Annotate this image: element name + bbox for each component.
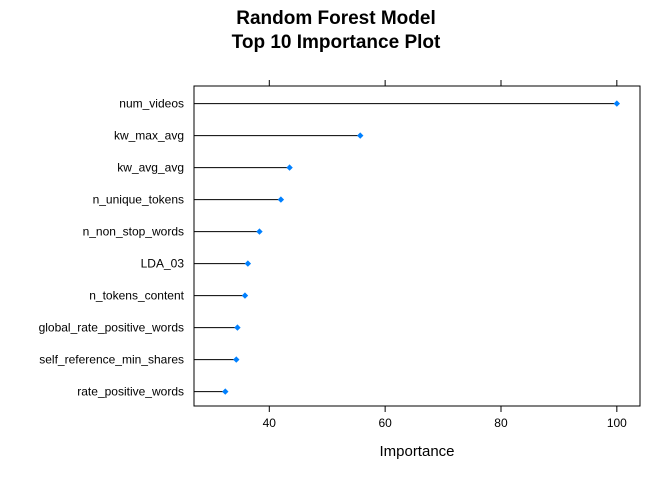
category-label: self_reference_min_shares	[39, 353, 184, 367]
x-axis-ticks: 40 60 80 100	[263, 80, 627, 430]
importance-point	[256, 228, 263, 235]
x-tick-label: 40	[263, 416, 277, 430]
plot-frame	[193, 85, 641, 407]
chart-marks	[194, 100, 621, 395]
x-axis-title: Importance	[379, 443, 454, 460]
x-tick-label: 60	[378, 416, 392, 430]
chart-title: Random Forest Model	[236, 8, 436, 29]
category-label: n_tokens_content	[89, 289, 184, 303]
importance-point	[241, 292, 249, 299]
category-label: n_unique_tokens	[93, 193, 184, 207]
importance-point	[277, 196, 285, 203]
category-labels: num_videos kw_max_avg kw_avg_avg n_unique_t…	[39, 97, 185, 399]
category-label: rate_positive_words	[77, 385, 184, 399]
importance-point	[613, 100, 621, 107]
category-label: LDA_03	[141, 257, 185, 271]
importance-point	[233, 356, 240, 363]
category-label: global_rate_positive_words	[39, 321, 184, 335]
category-label: n_non_stop_words	[83, 225, 184, 239]
importance-point	[222, 388, 229, 395]
importance-point	[357, 132, 364, 139]
category-label: kw_avg_avg	[117, 161, 184, 175]
chart-subtitle: Top 10 Importance Plot	[232, 32, 441, 53]
x-tick-label: 80	[494, 416, 508, 430]
importance-point	[244, 260, 252, 267]
importance-point	[234, 324, 241, 331]
x-tick-label: 100	[607, 416, 627, 430]
category-label: kw_max_avg	[114, 129, 184, 143]
importance-point	[286, 164, 293, 171]
category-label: num_videos	[119, 97, 184, 111]
